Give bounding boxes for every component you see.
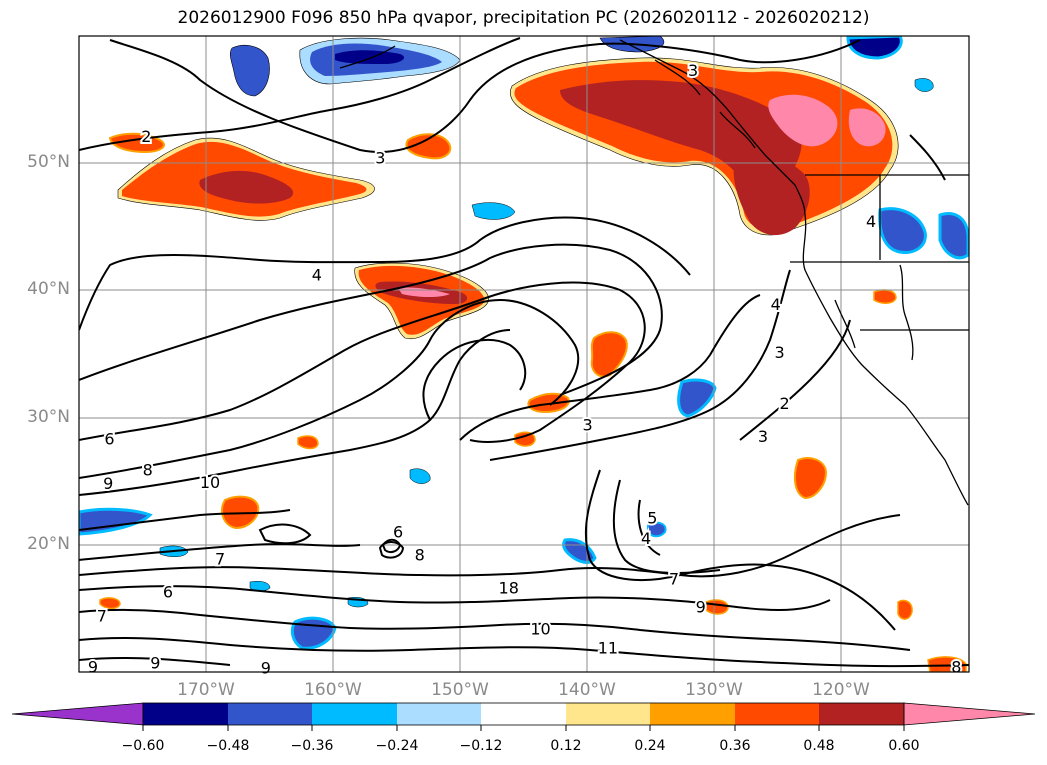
- lon-label-170w: 170°W: [177, 680, 235, 700]
- contour-label: 3: [775, 343, 785, 362]
- precip-area-south: [99, 289, 967, 672]
- contour-label: 3: [758, 427, 768, 446]
- colorbar-tick-label: −0.24: [375, 738, 419, 754]
- contour-label: 2: [780, 394, 790, 413]
- colorbar-bin-5: [481, 703, 566, 725]
- lon-label-150w: 150°W: [431, 680, 489, 700]
- lat-label-40n: 40°N: [27, 279, 70, 299]
- colorbar-bin-9: [819, 703, 904, 725]
- coastlines: [339, 39, 969, 506]
- colorbar-tick-label: 0.24: [634, 738, 666, 754]
- colorbar-tick-label: −0.12: [459, 738, 503, 754]
- contour-label: 9: [150, 654, 160, 673]
- colorbar-min-triangle: [11, 702, 144, 726]
- colorbar-bin-2: [228, 703, 312, 725]
- contour-label: 8: [951, 657, 961, 676]
- map-frame: [78, 35, 970, 673]
- contour-label: 3: [583, 416, 593, 435]
- graticule: [79, 36, 969, 672]
- contour-label: 9: [696, 598, 706, 617]
- contour-label: 4: [641, 529, 651, 548]
- colorbar-tick-label: 0.48: [803, 738, 835, 754]
- contour-label: 10: [530, 619, 550, 638]
- contour-label: 18: [499, 579, 519, 598]
- contour-label: 2: [141, 127, 151, 146]
- lon-label-160w: 160°W: [304, 680, 362, 700]
- precipitation-fills: [79, 36, 969, 672]
- contour-label: 5: [647, 509, 657, 528]
- contour-label: 3: [688, 61, 698, 80]
- contour-label: 7: [215, 549, 225, 568]
- lon-label-130w: 130°W: [685, 680, 743, 700]
- contour-label: 3: [375, 149, 385, 168]
- colorbar-bin-7: [650, 703, 735, 725]
- colorbar-bin-4: [397, 703, 481, 725]
- contour-label: 8: [143, 460, 153, 479]
- precip-area-midpacific: [354, 262, 628, 447]
- contour-label: 9: [88, 657, 98, 676]
- colorbar: [11, 702, 1036, 731]
- colorbar-tick-label: −0.48: [206, 738, 250, 754]
- contour-label: 10: [200, 473, 220, 492]
- colorbar-tick-label: 0.36: [719, 738, 751, 754]
- colorbar-bin-8: [735, 703, 819, 725]
- colorbar-max-triangle: [903, 702, 1036, 726]
- lon-label-140w: 140°W: [558, 680, 616, 700]
- precip-area-northeast: [510, 57, 899, 236]
- lat-label-30n: 30°N: [27, 407, 70, 427]
- negative-areas: [79, 36, 969, 650]
- contour-label: 4: [771, 295, 781, 314]
- colorbar-tick-label: 0.12: [550, 738, 582, 754]
- lon-label-120w: 120°W: [812, 680, 870, 700]
- lat-label-20n: 20°N: [27, 534, 70, 554]
- figure-title: 2026012900 F096 850 hPa qvapor, precipit…: [177, 8, 870, 28]
- humidity-contours: [79, 37, 969, 668]
- precip-area-northwest: [108, 132, 452, 221]
- colorbar-tick-label: −0.60: [121, 738, 165, 754]
- contour-label: 6: [163, 582, 173, 601]
- contour-label: 6: [393, 523, 403, 542]
- colorbar-bin-6: [566, 703, 650, 725]
- contour-label: 7: [669, 570, 679, 589]
- colorbar-bin-1: [143, 703, 228, 725]
- colorbar-tick-label: 0.60: [888, 738, 920, 754]
- contour-label: 6: [104, 430, 114, 449]
- colorbar-tick-label: −0.36: [290, 738, 334, 754]
- contour-label: 11: [598, 638, 618, 657]
- contour-label: 8: [415, 546, 425, 565]
- contour-label: 4: [312, 266, 322, 285]
- lat-label-50n: 50°N: [27, 152, 70, 172]
- contour-label: 9: [261, 659, 271, 678]
- contour-label: 9: [103, 474, 113, 493]
- colorbar-bin-3: [312, 703, 397, 725]
- contour-label: 7: [97, 607, 107, 626]
- contour-label: 4: [866, 212, 876, 231]
